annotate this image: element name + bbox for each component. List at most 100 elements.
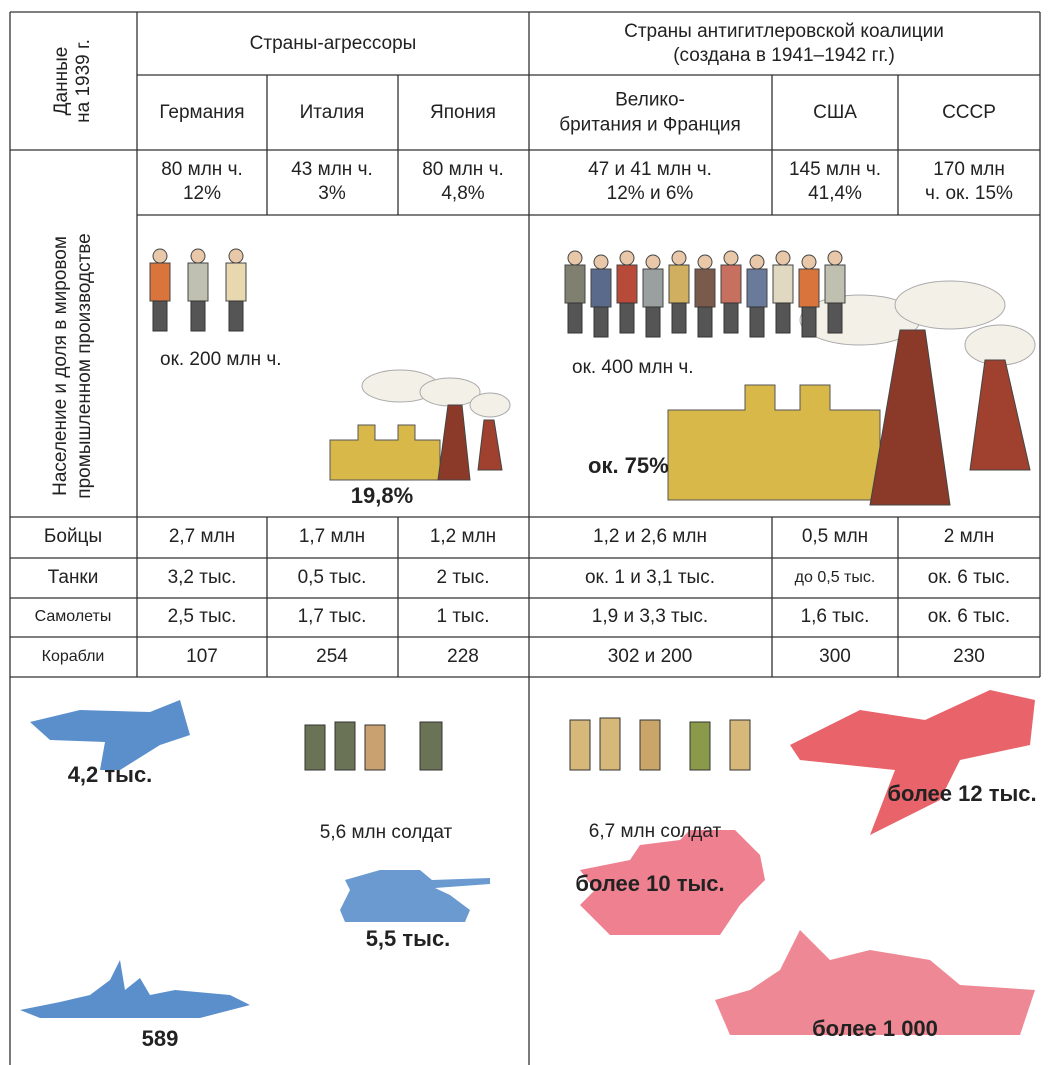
person-legs (698, 307, 712, 337)
row-label: Корабли (42, 648, 105, 665)
country-header: Япония (430, 102, 496, 123)
table-cell: 107 (186, 646, 218, 667)
person-legs (153, 301, 167, 331)
person-head (776, 251, 790, 265)
person-legs (646, 307, 660, 337)
aggregate-label: ок. 200 млн ч. (160, 349, 282, 370)
person-body (721, 265, 741, 303)
person-legs (594, 307, 608, 337)
group-header: Страны-агрессоры (250, 33, 417, 54)
person-body (799, 269, 819, 307)
person-body (617, 265, 637, 303)
row-label: Самолеты (35, 608, 112, 625)
person-legs (229, 301, 243, 331)
population-cell: 80 млн ч. (422, 159, 504, 180)
country-header: США (813, 102, 857, 123)
country-header: Германия (159, 102, 244, 123)
population-cell: 43 млн ч. (291, 159, 373, 180)
person-head (724, 251, 738, 265)
person-body (695, 269, 715, 307)
person-head (191, 249, 205, 263)
person-legs (750, 307, 764, 337)
population-cell: 3% (318, 183, 346, 204)
person-body (565, 265, 585, 303)
table-cell: 1,7 тыс. (298, 606, 367, 627)
person-legs (828, 303, 842, 333)
row-label: Население и доля в мировом (50, 236, 71, 496)
force-label: более 12 тыс. (887, 781, 1036, 806)
table-cell: ок. 1 и 3,1 тыс. (585, 567, 715, 588)
table-cell: до 0,5 тыс. (795, 569, 876, 586)
table-cell: ок. 6 тыс. (928, 606, 1010, 627)
group-header: (создана в 1941–1942 гг.) (673, 45, 895, 66)
person-head (802, 255, 816, 269)
population-cell: 41,4% (808, 183, 862, 204)
table-cell: 2,5 тыс. (168, 606, 237, 627)
row-label: Бойцы (44, 526, 102, 547)
aggregate-label: 19,8% (351, 483, 413, 508)
person-legs (568, 303, 582, 333)
force-label: более 1 000 (812, 1016, 938, 1041)
table-cell: 254 (316, 646, 348, 667)
person-body (188, 263, 208, 301)
soldiers-aggressors (305, 722, 442, 770)
page: Данные на 1939 г. Население и доля в мир… (0, 0, 1049, 1065)
person-head (594, 255, 608, 269)
table-cell: 1,7 млн (299, 526, 365, 547)
plane-blue (30, 700, 190, 770)
table-cell: 1 тыс. (437, 606, 490, 627)
table-cell: 1,6 тыс. (801, 606, 870, 627)
population-cell: ч. ок. 15% (925, 183, 1013, 204)
force-label: более 10 тыс. (575, 871, 724, 896)
person-legs (191, 301, 205, 331)
person-head (750, 255, 764, 269)
tank-blue (340, 870, 490, 922)
population-cell: 4,8% (441, 183, 484, 204)
person-body (669, 265, 689, 303)
row-label: Танки (48, 567, 99, 588)
plane-red (790, 690, 1035, 835)
country-header: Италия (300, 102, 365, 123)
person-legs (620, 303, 634, 333)
population-cell: 170 млн (933, 159, 1005, 180)
table-cell: 230 (953, 646, 985, 667)
factory-aggressors (330, 370, 510, 480)
person-body (226, 263, 246, 301)
person-head (672, 251, 686, 265)
table-cell: 300 (819, 646, 851, 667)
factory-allies (668, 281, 1035, 505)
table-cell: 302 и 200 (608, 646, 693, 667)
table-cell: 1,2 млн (430, 526, 496, 547)
corner-label: Данные (51, 47, 72, 116)
ship-blue (20, 960, 250, 1018)
country-header: британия и Франция (559, 115, 741, 136)
person-head (229, 249, 243, 263)
table-cell: 2,7 млн (169, 526, 235, 547)
country-header: Велико- (615, 90, 685, 111)
person-head (646, 255, 660, 269)
people-illustrations (150, 249, 845, 337)
table-cell: 1,9 и 3,3 тыс. (592, 606, 708, 627)
person-head (568, 251, 582, 265)
person-legs (724, 303, 738, 333)
row-label: промышленном производстве (74, 233, 95, 498)
group-header: Страны антигитлеровской коалиции (624, 21, 944, 42)
person-body (773, 265, 793, 303)
table-cell: 0,5 тыс. (298, 567, 367, 588)
table-cell: 1,2 и 2,6 млн (593, 526, 707, 547)
force-label: 589 (142, 1026, 179, 1051)
table-cell: 3,2 тыс. (168, 567, 237, 588)
corner-label: на 1939 г. (73, 39, 94, 123)
population-cell: 47 и 41 млн ч. (588, 159, 712, 180)
person-head (698, 255, 712, 269)
table-cell: 228 (447, 646, 479, 667)
force-label: 4,2 тыс. (68, 762, 153, 787)
force-label: 6,7 млн солдат (589, 821, 722, 842)
population-cell: 12% и 6% (607, 183, 694, 204)
person-head (828, 251, 842, 265)
aggregate-label: ок. 400 млн ч. (572, 357, 694, 378)
person-body (825, 265, 845, 303)
table-cell: 2 млн (944, 526, 995, 547)
soldiers-allies (570, 718, 750, 770)
infographic: Данные на 1939 г. Население и доля в мир… (0, 0, 1049, 1065)
